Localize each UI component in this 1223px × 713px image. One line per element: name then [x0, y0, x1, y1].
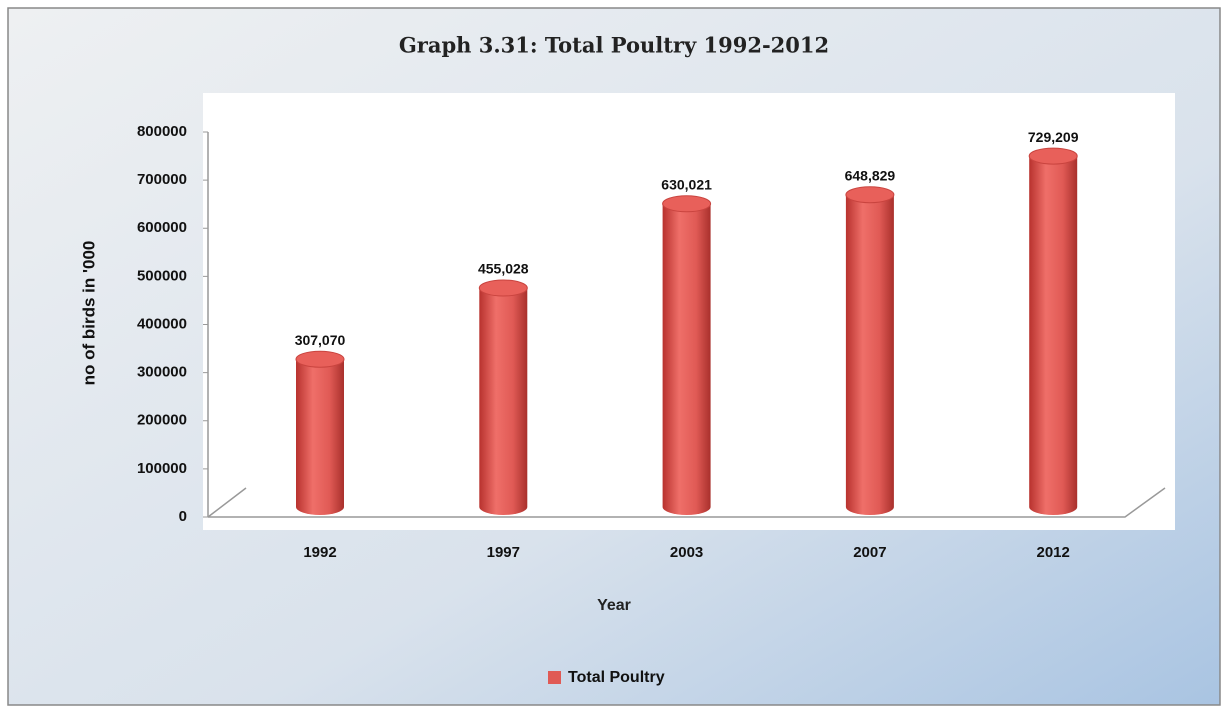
- x-tick-label: 1992: [303, 544, 336, 561]
- y-axis-label: no of birds in '000: [79, 241, 98, 386]
- x-tick-label: 2003: [670, 544, 703, 561]
- value-label: 729,209: [1028, 129, 1079, 145]
- y-tick-label: 300000: [137, 364, 187, 381]
- bar-top: [845, 186, 895, 204]
- value-label: 455,028: [478, 261, 529, 277]
- value-label: 630,021: [661, 177, 712, 193]
- y-tick-label: 200000: [137, 412, 187, 429]
- y-tick-label: 700000: [137, 171, 187, 188]
- legend-swatch: [548, 671, 561, 684]
- y-tick-label: 800000: [137, 123, 187, 140]
- bar: [296, 359, 344, 515]
- bar-top: [295, 350, 345, 368]
- chart-title: Graph 3.31: Total Poultry 1992-2012: [399, 33, 829, 58]
- x-tick-label: 1997: [487, 544, 520, 561]
- bar: [1029, 156, 1078, 515]
- bar-top: [662, 195, 712, 213]
- x-tick-label: 2007: [853, 544, 886, 561]
- y-tick-label: 600000: [137, 219, 187, 236]
- floor: [207, 487, 1166, 518]
- bar: [479, 288, 528, 515]
- bar-top: [478, 279, 528, 297]
- x-tick-label: 2012: [1037, 544, 1070, 561]
- y-tick-label: 500000: [137, 267, 187, 284]
- y-tick-label: 0: [179, 508, 187, 525]
- y-tick-label: 400000: [137, 315, 187, 332]
- value-label: 648,829: [845, 167, 896, 183]
- bar: [662, 203, 711, 515]
- y-tick-label: 100000: [137, 460, 187, 477]
- bar: [845, 194, 894, 515]
- bar-top: [1028, 147, 1078, 165]
- legend-label: Total Poultry: [568, 669, 665, 686]
- value-label: 307,070: [295, 332, 346, 348]
- x-axis-label: Year: [597, 597, 631, 614]
